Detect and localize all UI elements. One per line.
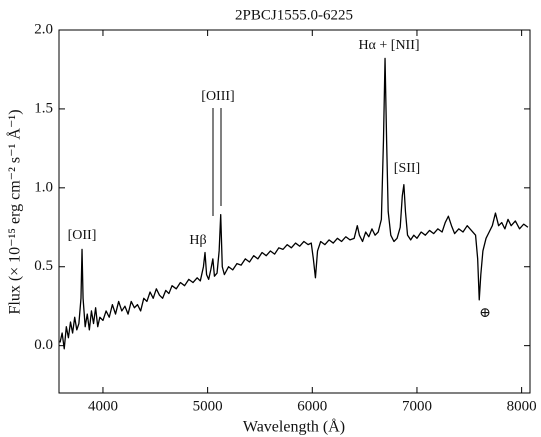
annotation: [OII] (68, 228, 97, 243)
x-tick-label: 5000 (193, 398, 223, 414)
chart-title: 2PBCJ1555.0-6225 (235, 7, 353, 23)
y-axis-label: Flux (× 10⁻¹⁵ erg cm⁻² s⁻¹ Å⁻¹) (6, 109, 24, 314)
x-tick-label: 6000 (297, 398, 327, 414)
y-tick-label: 2.0 (34, 21, 53, 37)
x-tick-label: 8000 (507, 398, 537, 414)
plot-frame (58, 29, 531, 394)
y-tick-label: 0.5 (34, 258, 53, 274)
annotation: [OIII] (201, 89, 234, 104)
x-axis-label: Wavelength (Å) (243, 418, 345, 436)
annotation: ⊕ (479, 306, 491, 321)
annotation: [SII] (394, 161, 420, 176)
annotation: Hα + [NII] (358, 38, 419, 53)
x-tick-label: 7000 (402, 398, 432, 414)
y-tick-label: 1.5 (34, 100, 53, 116)
y-tick-label: 1.0 (34, 179, 53, 195)
annotation: Hβ (189, 233, 206, 248)
y-tick-label: 0.0 (34, 337, 53, 353)
x-tick-label: 4000 (88, 398, 118, 414)
spectrum-line (59, 57, 529, 350)
